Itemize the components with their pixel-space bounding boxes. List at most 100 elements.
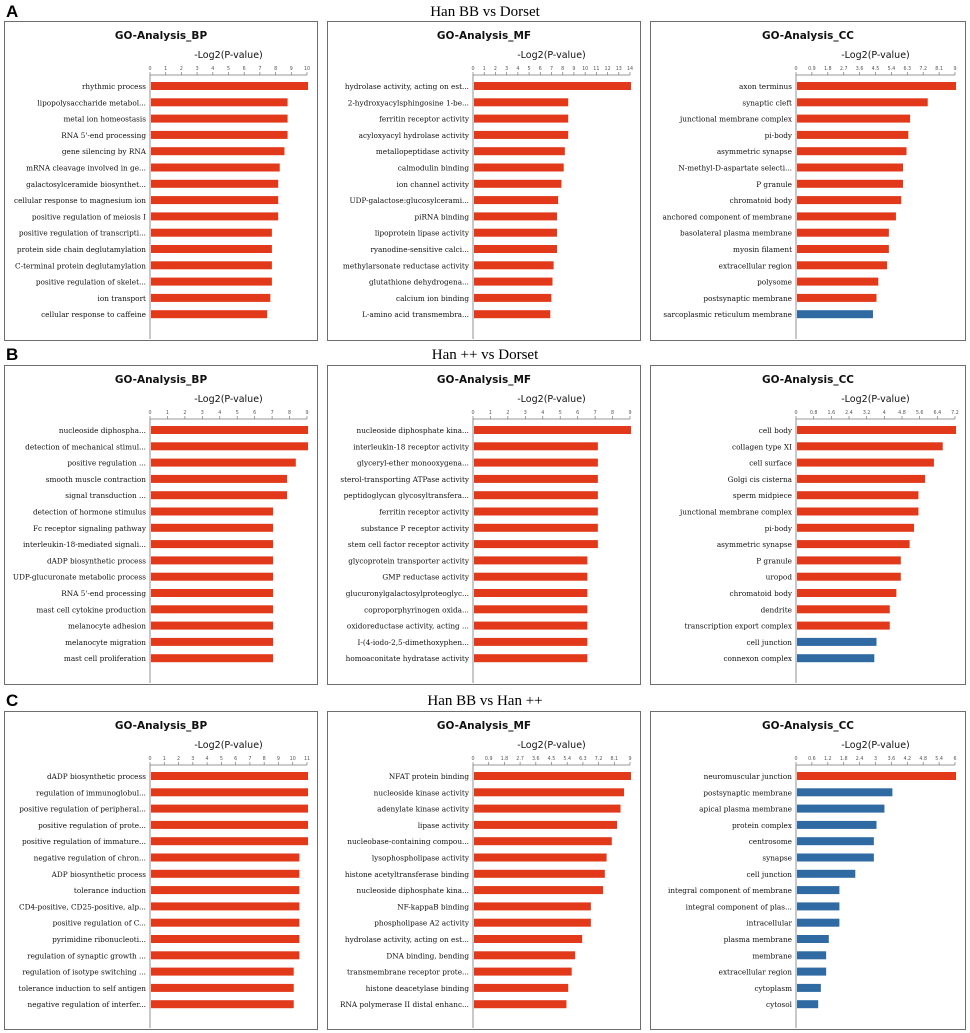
category-label: C-terminal protein deglutamylation xyxy=(15,261,146,270)
category-label: signal transduction ... xyxy=(65,491,146,500)
bar xyxy=(797,114,911,123)
category-label: dADP biosynthetic process xyxy=(47,556,146,565)
bar xyxy=(151,98,288,107)
bar xyxy=(151,589,274,597)
category-label: coproporphyrinogen oxida... xyxy=(364,605,469,614)
category-label: uropod xyxy=(766,573,793,582)
category-label: cell junction xyxy=(747,870,793,879)
x-tick-label: 7 xyxy=(271,410,274,416)
x-tick-label: 0 xyxy=(148,66,151,72)
category-label: protein complex xyxy=(732,821,793,830)
bar xyxy=(797,654,875,663)
x-tick-label: 2.4 xyxy=(856,756,864,762)
x-tick-label: 4 xyxy=(218,410,221,416)
bar xyxy=(797,983,821,992)
section-letter-a: A xyxy=(6,2,19,21)
bar xyxy=(797,837,874,846)
category-label: synapse xyxy=(762,854,792,863)
x-tick-label: 2 xyxy=(180,66,183,72)
bar xyxy=(474,621,588,630)
bar xyxy=(151,772,308,780)
category-label: peptidoglycan glycosyltransfera... xyxy=(344,491,469,500)
x-tick-label: 6.3 xyxy=(903,66,911,72)
category-label: glutathione dehydrogena... xyxy=(369,278,469,287)
bar xyxy=(474,196,559,205)
category-label: transmembrane receptor prote... xyxy=(347,968,469,977)
bar xyxy=(474,902,591,911)
category-label: mast cell cytokine production xyxy=(36,605,146,614)
category-label: chromatoid body xyxy=(730,196,793,205)
category-label: polysome xyxy=(757,278,792,287)
category-label: positive regulation of prote... xyxy=(38,821,146,830)
bar-chart-svg: GO-Analysis_MF -Log2(P-value) 0 1 2 3 4 5 6 7 8 9 nu… xyxy=(340,374,632,683)
category-label: ion channel activity xyxy=(397,180,470,189)
category-label: phospholipase A2 activity xyxy=(374,919,470,928)
bar-chart-svg: GO-Analysis_BP -Log2(P-value) 0 1 2 3 4 5 6 7 8 9 10… xyxy=(14,30,310,339)
bar xyxy=(151,523,274,532)
bar xyxy=(474,983,569,992)
bar xyxy=(474,654,588,663)
category-label: postsynaptic membrane xyxy=(703,788,792,797)
category-label: UDP-glucuronate metabolic process xyxy=(13,573,146,582)
category-label: membrane xyxy=(752,951,792,960)
x-axis-label: -Log2(P-value) xyxy=(841,394,910,405)
x-tick-label: 6 xyxy=(953,756,956,762)
category-label: extracellular region xyxy=(719,968,793,977)
category-label: postsynaptic membrane xyxy=(703,294,792,303)
x-tick-label: 3 xyxy=(196,66,199,72)
bar xyxy=(797,572,901,581)
x-axis-label: -Log2(P-value) xyxy=(517,394,586,405)
bar xyxy=(797,442,943,451)
bar xyxy=(151,507,274,516)
x-axis-label: -Log2(P-value) xyxy=(841,50,910,61)
category-label: CD4-positive, CD25-positive, alp... xyxy=(19,902,146,911)
x-tick-label: 9 xyxy=(572,66,575,72)
x-axis-label: -Log2(P-value) xyxy=(841,740,910,751)
category-label: detection of mechanical stimul... xyxy=(25,442,146,451)
bar xyxy=(474,293,552,302)
category-label: detection of hormone stimulus xyxy=(33,508,146,517)
x-tick-label: 6 xyxy=(576,410,579,416)
x-tick-label: 8.1 xyxy=(935,66,943,72)
x-tick-label: 3.6 xyxy=(888,756,896,762)
category-label: RNA polymerase II distal enhanc... xyxy=(340,1000,469,1009)
bar xyxy=(151,605,274,614)
x-tick-label: 3 xyxy=(191,756,194,762)
x-tick-label: 4.2 xyxy=(903,756,911,762)
bar xyxy=(151,130,288,139)
bar xyxy=(151,621,274,630)
bar xyxy=(474,540,598,549)
category-label: tolerance induction xyxy=(74,886,146,895)
x-tick-label: 7.2 xyxy=(919,66,927,72)
chart-title: GO-Analysis_BP xyxy=(115,720,208,732)
bar-chart-svg: GO-Analysis_CC -Log2(P-value) 0 0.6 1.2 1.8 2.… xyxy=(668,720,957,1028)
category-label: oxidoreductase activity, acting ... xyxy=(347,622,469,631)
bar xyxy=(474,935,583,943)
category-label: mast cell proliferation xyxy=(64,654,146,663)
x-tick-label: 3 xyxy=(874,756,877,762)
category-label: P granule xyxy=(756,556,792,565)
bar xyxy=(474,1000,567,1009)
x-tick-label: 4.5 xyxy=(548,756,556,762)
category-label: protein side chain deglutamylation xyxy=(17,245,146,254)
category-label: integral component of plas... xyxy=(686,902,792,911)
x-axis-label: -Log2(P-value) xyxy=(517,740,586,751)
x-tick-label: 5.4 xyxy=(935,756,943,762)
x-tick-label: 4.5 xyxy=(872,66,880,72)
bar xyxy=(797,540,910,549)
bar xyxy=(474,442,598,451)
category-label: I-(4-iodo-2,5-dimethoxyphen... xyxy=(358,638,469,647)
category-label: methylarsonate reductase activity xyxy=(343,261,470,270)
bar xyxy=(797,621,890,630)
x-tick-label: 1.2 xyxy=(824,756,832,762)
bar xyxy=(474,869,605,878)
bar xyxy=(474,426,631,434)
chart-title: GO-Analysis_BP xyxy=(115,374,208,386)
bar xyxy=(474,589,588,597)
x-tick-label: 1.6 xyxy=(828,410,836,416)
bar xyxy=(797,788,893,797)
bar xyxy=(474,228,557,237)
bar xyxy=(151,983,294,992)
category-label: positive regulation of C... xyxy=(53,919,146,928)
category-label: basolateral plasma membrane xyxy=(680,229,792,238)
